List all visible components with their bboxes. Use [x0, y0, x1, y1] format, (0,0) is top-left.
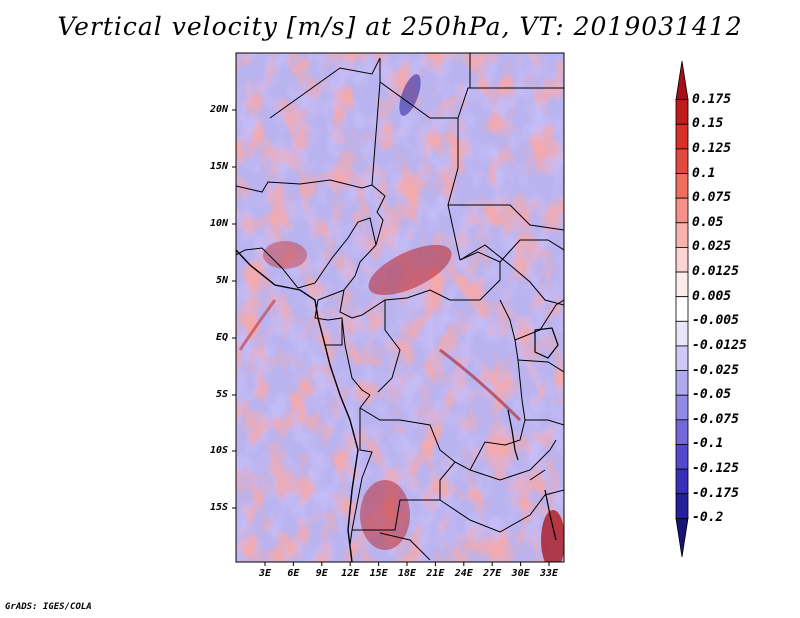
colorbar-swatch: [675, 468, 689, 495]
colorbar-swatch: [675, 123, 689, 150]
lat-label-15s: 15S: [209, 502, 228, 513]
footer-credit: GrADS: IGES/COLA: [5, 602, 92, 612]
colorbar-label: 0.175: [692, 91, 732, 107]
lat-label-10n: 10N: [209, 218, 228, 229]
lon-label-18e: 18E: [397, 568, 417, 579]
colorbar-swatch: [675, 419, 689, 445]
colorbar-swatch: [675, 222, 689, 248]
lat-label-5s: 5S: [215, 389, 228, 400]
colorbar-label: 0.15: [692, 116, 724, 132]
lon-label-30e: 30E: [511, 568, 530, 579]
colorbar-swatch: [675, 320, 689, 347]
lat-label-5n: 5N: [215, 275, 228, 286]
lon-label-9e: 9E: [315, 568, 328, 579]
colorbar-swatch: [675, 517, 689, 558]
colorbar-label: -0.025: [692, 362, 739, 378]
lat-label-eq: EQ: [215, 332, 228, 343]
colorbar-swatch: [675, 197, 689, 224]
lon-label-27e: 27E: [483, 568, 502, 579]
map-title: Vertical velocity [m/s] at 250hPa, VT: 2…: [57, 12, 743, 41]
lon-label-6e: 6E: [287, 568, 300, 579]
colorbar-swatch: [675, 99, 689, 125]
colorbar-label: -0.0125: [692, 337, 747, 353]
colorbar-label: -0.075: [692, 411, 739, 427]
colorbar-label: -0.125: [692, 461, 739, 477]
colorbar-swatch: [675, 173, 689, 199]
colorbar-label: 0.025: [692, 239, 732, 255]
country-borders: [236, 53, 564, 562]
colorbar-swatch: [675, 60, 689, 101]
vertical-velocity-field: [236, 53, 564, 562]
colorbar-swatch: [675, 247, 689, 273]
colorbar-label: -0.1: [692, 436, 724, 452]
map-frame: [235, 52, 565, 563]
lat-label-10s: 10S: [209, 445, 228, 456]
lat-label-20n: 20N: [209, 104, 228, 115]
colorbar-label: -0.05: [692, 387, 732, 403]
colorbar-swatch: [675, 345, 689, 371]
colorbar-label: 0.125: [692, 140, 732, 156]
colorbar-swatch: [675, 296, 689, 322]
colorbar-swatch: [675, 493, 689, 519]
colorbar-swatch: [675, 444, 689, 470]
colorbar: [675, 60, 689, 558]
colorbar-label: 0.005: [692, 288, 732, 304]
lon-label-33e: 33E: [539, 568, 559, 579]
colorbar-label: -0.175: [692, 485, 739, 501]
lon-label-12e: 12E: [341, 568, 360, 579]
colorbar-label: 0.075: [692, 190, 732, 206]
colorbar-swatch: [675, 148, 689, 174]
colorbar-swatch: [675, 370, 689, 396]
colorbar-label: 0.0125: [692, 264, 739, 280]
colorbar-label: 0.05: [692, 214, 724, 230]
colorbar-label: 0.1: [692, 165, 716, 181]
colorbar-swatch: [675, 394, 689, 421]
lon-label-15e: 15E: [369, 568, 388, 579]
colorbar-swatch: [675, 271, 689, 298]
colorbar-label: -0.005: [692, 313, 739, 329]
lat-label-15n: 15N: [209, 161, 228, 172]
lon-label-21e: 21E: [426, 568, 445, 579]
lon-label-3e: 3E: [258, 568, 272, 579]
colorbar-label: -0.2: [692, 510, 724, 526]
lon-label-24e: 24E: [454, 568, 473, 579]
